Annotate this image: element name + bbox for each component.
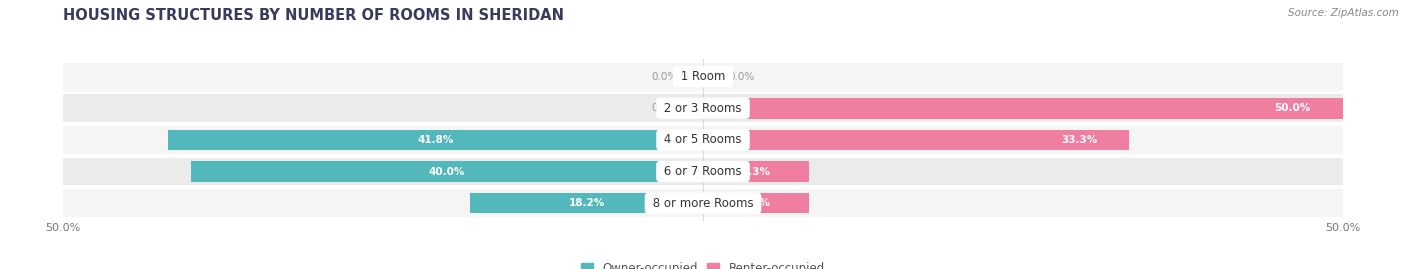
Text: 41.8%: 41.8% xyxy=(418,135,454,145)
Text: 8.3%: 8.3% xyxy=(741,167,770,176)
Bar xyxy=(63,126,1343,154)
Legend: Owner-occupied, Renter-occupied: Owner-occupied, Renter-occupied xyxy=(581,262,825,269)
Bar xyxy=(191,161,703,182)
Bar xyxy=(470,193,703,214)
Text: 33.3%: 33.3% xyxy=(1060,135,1097,145)
Text: Source: ZipAtlas.com: Source: ZipAtlas.com xyxy=(1288,8,1399,18)
Text: 0.0%: 0.0% xyxy=(728,72,755,82)
Text: 40.0%: 40.0% xyxy=(429,167,465,176)
Bar xyxy=(63,189,1343,217)
Text: 8.3%: 8.3% xyxy=(741,198,770,208)
Text: 0.0%: 0.0% xyxy=(651,103,678,113)
Text: 50.0%: 50.0% xyxy=(1274,103,1310,113)
Text: 1 Room: 1 Room xyxy=(676,70,730,83)
Text: 8 or more Rooms: 8 or more Rooms xyxy=(648,197,758,210)
Text: HOUSING STRUCTURES BY NUMBER OF ROOMS IN SHERIDAN: HOUSING STRUCTURES BY NUMBER OF ROOMS IN… xyxy=(63,8,564,23)
Bar xyxy=(703,193,810,214)
Bar xyxy=(63,63,1343,90)
Text: 6 or 7 Rooms: 6 or 7 Rooms xyxy=(661,165,745,178)
Bar xyxy=(169,130,703,150)
Bar xyxy=(703,161,810,182)
Bar xyxy=(63,158,1343,185)
Text: 2 or 3 Rooms: 2 or 3 Rooms xyxy=(661,102,745,115)
Text: 0.0%: 0.0% xyxy=(651,72,678,82)
Text: 4 or 5 Rooms: 4 or 5 Rooms xyxy=(661,133,745,146)
Bar xyxy=(63,94,1343,122)
Bar xyxy=(703,130,1129,150)
Bar xyxy=(703,98,1343,119)
Text: 18.2%: 18.2% xyxy=(568,198,605,208)
